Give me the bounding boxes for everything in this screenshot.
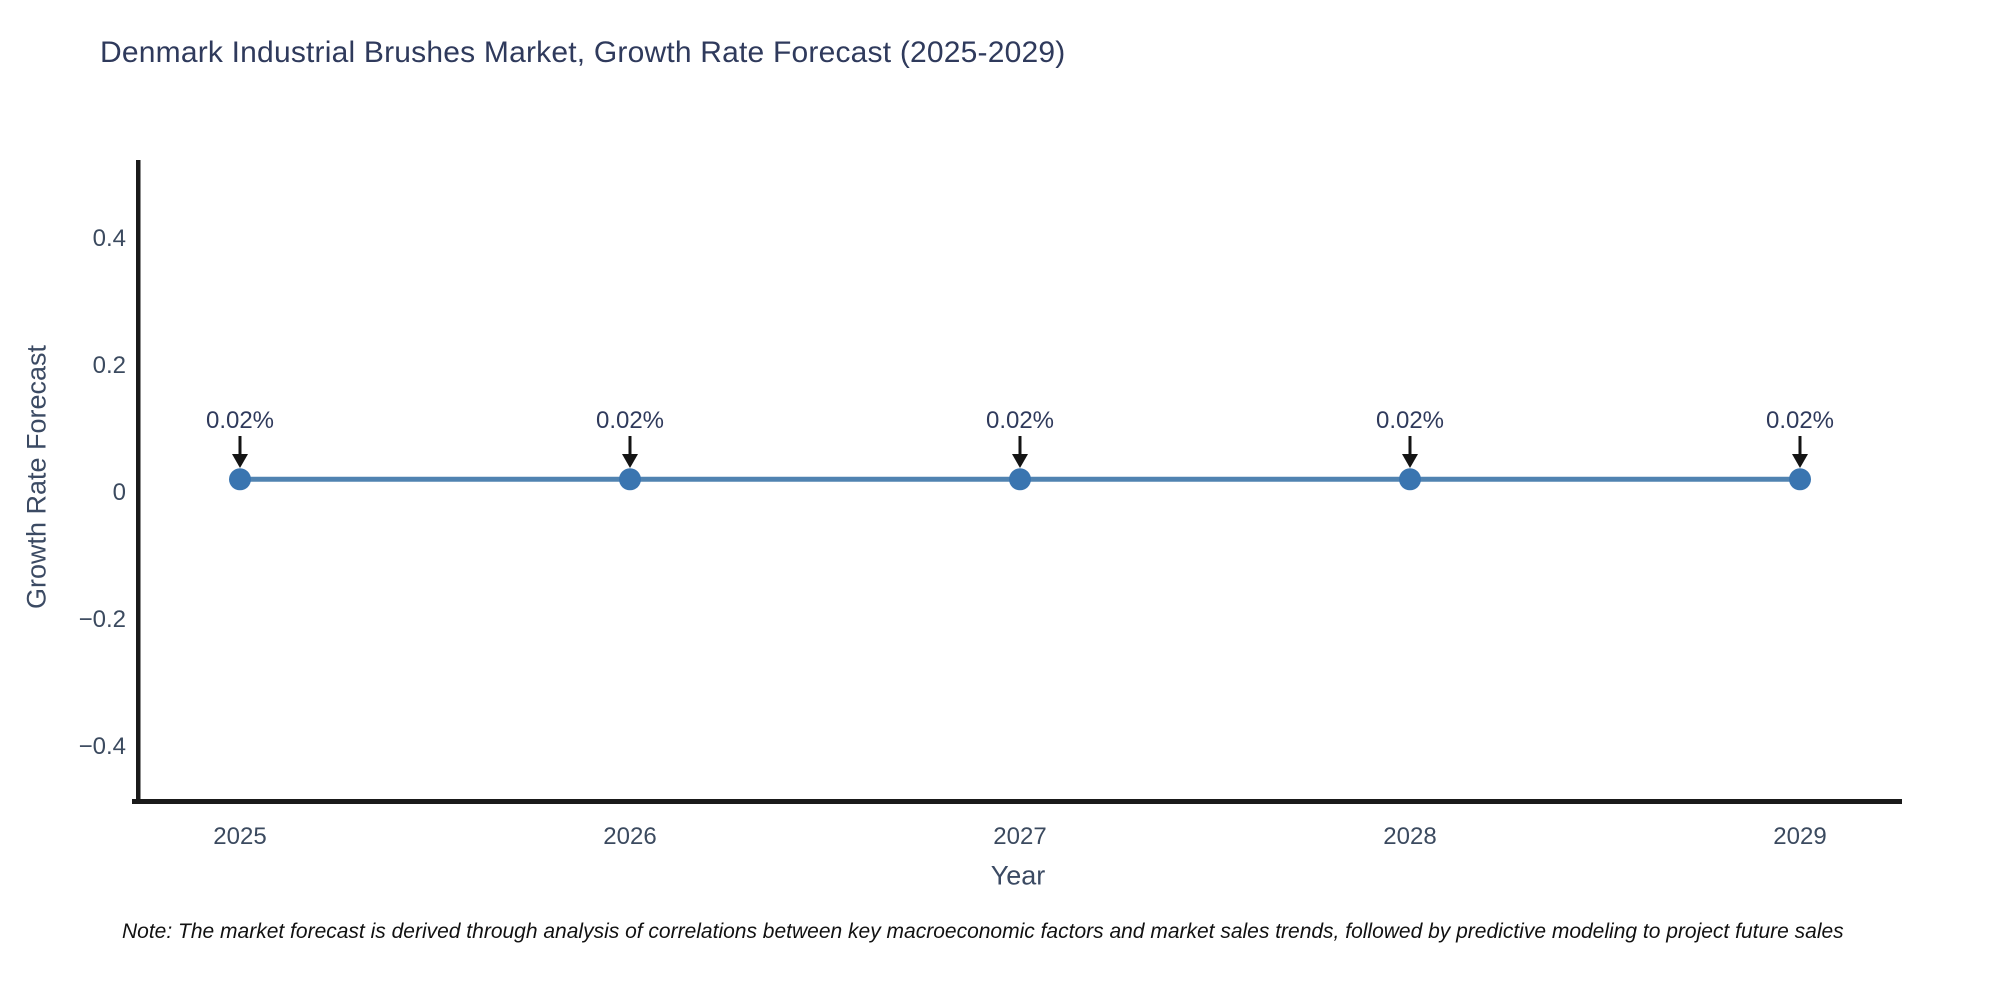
data-point-marker [229, 468, 251, 491]
data-point-marker [1399, 468, 1421, 491]
x-axis-title: Year [990, 860, 1046, 891]
annotation-label: 0.02% [986, 407, 1054, 434]
x-axis-spine [132, 799, 1902, 804]
annotation-label: 0.02% [1766, 407, 1834, 434]
annotation-arrowhead-icon [1402, 454, 1418, 468]
y-tick-label: 0.2 [93, 352, 126, 379]
data-point-marker [1789, 468, 1811, 491]
annotation-label: 0.02% [206, 407, 274, 434]
y-tick-label: 0 [113, 479, 126, 506]
x-tick-label: 2025 [213, 823, 266, 850]
x-tick-label: 2028 [1383, 823, 1436, 850]
annotation-label: 0.02% [596, 407, 664, 434]
x-tick-label: 2027 [993, 823, 1046, 850]
note-text: Note: The market forecast is derived thr… [122, 920, 1844, 943]
annotation-arrowhead-icon [232, 454, 248, 468]
data-point-marker [619, 468, 641, 491]
chart-title: Denmark Industrial Brushes Market, Growt… [100, 36, 1066, 69]
annotation-arrowhead-icon [622, 454, 638, 468]
data-point-marker [1009, 468, 1031, 491]
y-tick-label: −0.4 [79, 733, 126, 760]
x-tick-label: 2026 [603, 823, 656, 850]
y-tick-label: −0.2 [79, 606, 126, 633]
annotation-label: 0.02% [1376, 407, 1444, 434]
y-axis-spine [136, 160, 141, 804]
annotation-arrowhead-icon [1012, 454, 1028, 468]
y-tick-label: 0.4 [93, 225, 126, 252]
x-tick-label: 2029 [1773, 823, 1826, 850]
annotation-arrowhead-icon [1792, 454, 1808, 468]
